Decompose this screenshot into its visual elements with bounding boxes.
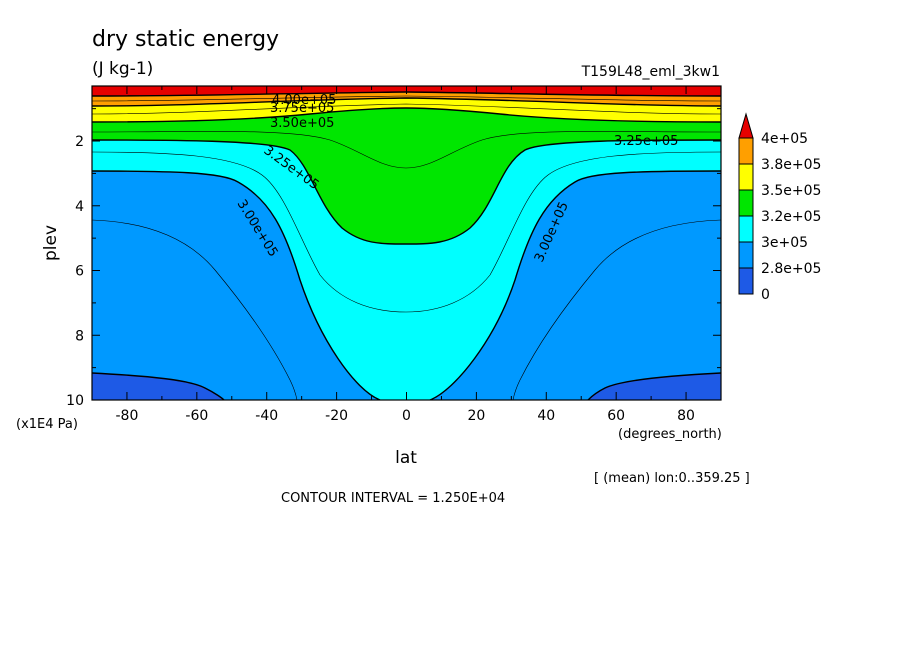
- contour-line-3p50: [92, 107, 721, 123]
- contour-label-4p00: 4.00e+05: [272, 93, 336, 108]
- contour-line-2p875-left: [92, 219, 298, 400]
- fill-band-3p25-3p50: [92, 86, 721, 244]
- x-tick-label: -80: [116, 408, 139, 424]
- colorbar-swatch: [738, 137, 754, 165]
- contour-line-2p75-left: [92, 372, 225, 400]
- contour-line-3p375: [92, 131, 721, 169]
- fill-band-below-2p75-right: [588, 373, 721, 400]
- dataset-label: T159L48_eml_3kw1: [581, 64, 720, 80]
- contour-lines: [92, 91, 721, 400]
- contour-line-2p75-right: [587, 372, 721, 400]
- chart-title: dry static energy: [92, 27, 279, 52]
- colorbar: 4e+05 3.8e+05 3.5e+05 3.2e+05 3e+05 2.8e+05 0: [738, 112, 821, 303]
- chart-units: (J kg-1): [92, 59, 153, 79]
- x-tick-label: 20: [467, 408, 485, 424]
- colorbar-swatch: [738, 241, 754, 269]
- contour-line-3p75: [92, 97, 721, 107]
- y-tick-label: 6: [75, 264, 84, 280]
- y-tick-label: 10: [66, 393, 84, 409]
- y-tick-label: 2: [75, 134, 84, 150]
- colorbar-label: 3.2e+05: [761, 209, 821, 225]
- colorbar-swatch: [738, 215, 754, 243]
- x-tick-label: 80: [677, 408, 695, 424]
- y-tick-label: 8: [75, 328, 84, 344]
- x-tick-label: -60: [185, 408, 208, 424]
- contour-line-3p00: [92, 170, 721, 400]
- colorbar-cap-triangle: [738, 112, 754, 139]
- contour-label-3p75: 3.75e+05: [270, 101, 334, 116]
- y-axis-label: plev: [41, 225, 61, 261]
- x-axis-units: (degrees_north): [618, 427, 722, 442]
- contour-line-2p875-right: [512, 219, 721, 400]
- colorbar-label: 4e+05: [761, 131, 808, 147]
- colorbar-swatch: [738, 267, 754, 295]
- averaging-note: [ (mean) lon:0..359.25 ]: [594, 471, 750, 486]
- x-tick-label: 60: [607, 408, 625, 424]
- contour-label-3p50: 3.50e+05: [270, 116, 334, 131]
- colorbar-label: 3.5e+05: [761, 183, 821, 199]
- colorbar-label: 0: [761, 287, 770, 303]
- x-tick-label: 40: [537, 408, 555, 424]
- x-axis: -80 -60 -40 -20 0 20 40 60 80: [91, 86, 722, 424]
- x-axis-label: lat: [395, 448, 417, 468]
- y-axis-units: (x1E4 Pa): [16, 417, 78, 432]
- colorbar-label: 3e+05: [761, 235, 808, 251]
- colorbar-swatch: [738, 189, 754, 217]
- y-tick-label: 4: [75, 199, 84, 215]
- x-tick-label: 0: [402, 408, 411, 424]
- colorbar-label: 3.8e+05: [761, 157, 821, 173]
- y-axis: 2 4 6 8 10: [66, 108, 721, 409]
- contour-line-3p25: [92, 139, 721, 245]
- x-tick-label: -20: [325, 408, 348, 424]
- contour-line-3p125: [92, 151, 721, 313]
- contour-interval: CONTOUR INTERVAL = 1.250E+04: [281, 491, 505, 506]
- fill-band-below-2p75-left: [92, 373, 224, 400]
- contour-line-3p625: [92, 103, 721, 115]
- colorbar-label: 2.8e+05: [761, 261, 821, 277]
- x-tick-label: -40: [255, 408, 278, 424]
- colorbar-swatch: [738, 163, 754, 191]
- contour-label-3p25-right: 3.25e+05: [614, 134, 678, 149]
- contour-line-3p875: [92, 95, 721, 102]
